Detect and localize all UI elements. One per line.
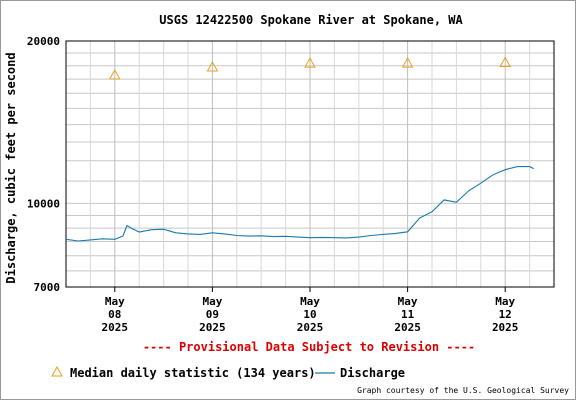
provisional-note: ---- Provisional Data Subject to Revisio… (143, 340, 475, 354)
median-markers (108, 56, 512, 80)
x-tick-label: 2025 (199, 321, 226, 334)
x-tick-label: 10 (303, 308, 316, 321)
chart-title: USGS 12422500 Spokane River at Spokane, … (159, 13, 463, 27)
x-tick-label: 2025 (492, 321, 519, 334)
x-tick-label: 12 (499, 308, 512, 321)
legend: Median daily statistic (134 years) Disch… (51, 365, 405, 380)
x-tick-label: May (398, 295, 418, 308)
median-marker (401, 57, 414, 68)
x-tick-label: May (495, 295, 515, 308)
y-tick-label: 20000 (27, 35, 60, 48)
credit-text: Graph courtesy of the U.S. Geological Su… (357, 386, 569, 395)
x-tick-label: 2025 (394, 321, 421, 334)
median-marker (304, 57, 316, 68)
median-marker (108, 68, 121, 80)
legend-triangle-icon (51, 365, 63, 377)
median-marker (206, 60, 219, 72)
x-tick-label: 2025 (102, 321, 129, 334)
series-line-discharge (65, 166, 534, 242)
x-tick-label: 09 (206, 308, 219, 321)
legend-label-discharge: Discharge (340, 366, 405, 380)
x-tick-label: 08 (108, 308, 121, 321)
x-tick-label: May (202, 295, 222, 308)
x-tick-label: 2025 (297, 321, 324, 334)
y-axis-label: Discharge, cubic feet per second (4, 52, 18, 283)
x-tick-label: May (300, 295, 320, 308)
x-tick-labels: May082025May092025May102025May112025May1… (102, 287, 519, 334)
x-tick-label: May (105, 295, 125, 308)
median-marker (499, 56, 512, 67)
legend-label-median: Median daily statistic (134 years) (70, 366, 316, 380)
x-tick-label: 11 (401, 308, 415, 321)
y-tick-labels: 20000 10000 7000 (27, 35, 60, 294)
y-tick-label: 10000 (27, 197, 60, 210)
y-tick-label: 7000 (34, 281, 61, 294)
grid-lines (66, 41, 554, 287)
